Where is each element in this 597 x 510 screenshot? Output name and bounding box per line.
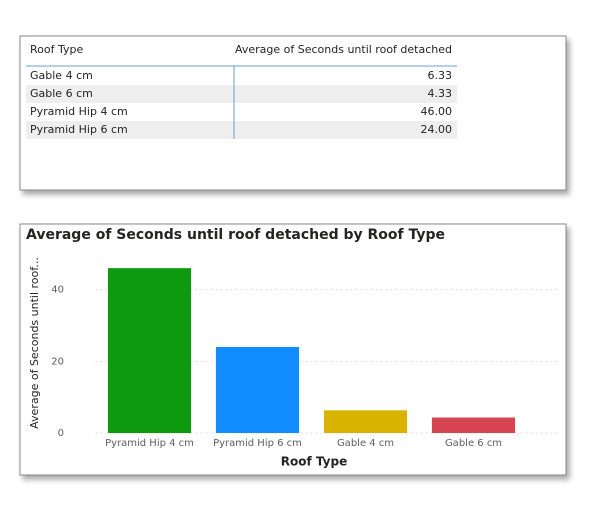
x-tick-label: Gable 4 cm — [337, 438, 394, 449]
column-header: Average of Seconds until roof detached — [235, 43, 452, 56]
row-background — [26, 121, 457, 139]
y-tick-label: 0 — [58, 428, 64, 439]
cell: Gable 4 cm — [30, 69, 93, 82]
x-tick-label: Gable 6 cm — [445, 438, 502, 449]
row-background — [26, 85, 457, 103]
column-header: Roof Type — [30, 43, 83, 56]
bar — [107, 268, 192, 433]
cell: 24.00 — [421, 123, 453, 136]
y-tick-label: 40 — [51, 285, 64, 296]
x-tick-label: Pyramid Hip 6 cm — [213, 438, 302, 449]
bar — [431, 417, 516, 433]
table: Roof Type Average of Seconds until roof … — [30, 43, 452, 56]
y-tick-label: 20 — [51, 356, 64, 367]
cell: Pyramid Hip 6 cm — [30, 123, 128, 136]
table-panel — [19, 35, 567, 191]
bar — [215, 347, 300, 433]
cell: 6.33 — [428, 69, 453, 82]
cell: 46.00 — [421, 105, 453, 118]
cell: Pyramid Hip 4 cm — [30, 105, 128, 118]
chart-title: Average of Seconds until roof detached b… — [26, 227, 445, 243]
y-axis-title: Average of Seconds until roof... — [28, 257, 41, 429]
cell: 4.33 — [428, 87, 453, 100]
x-tick-label: Pyramid Hip 4 cm — [105, 438, 194, 449]
bar — [323, 410, 408, 433]
cell: Gable 6 cm — [30, 87, 93, 100]
x-axis-title: Roof Type — [281, 455, 347, 469]
